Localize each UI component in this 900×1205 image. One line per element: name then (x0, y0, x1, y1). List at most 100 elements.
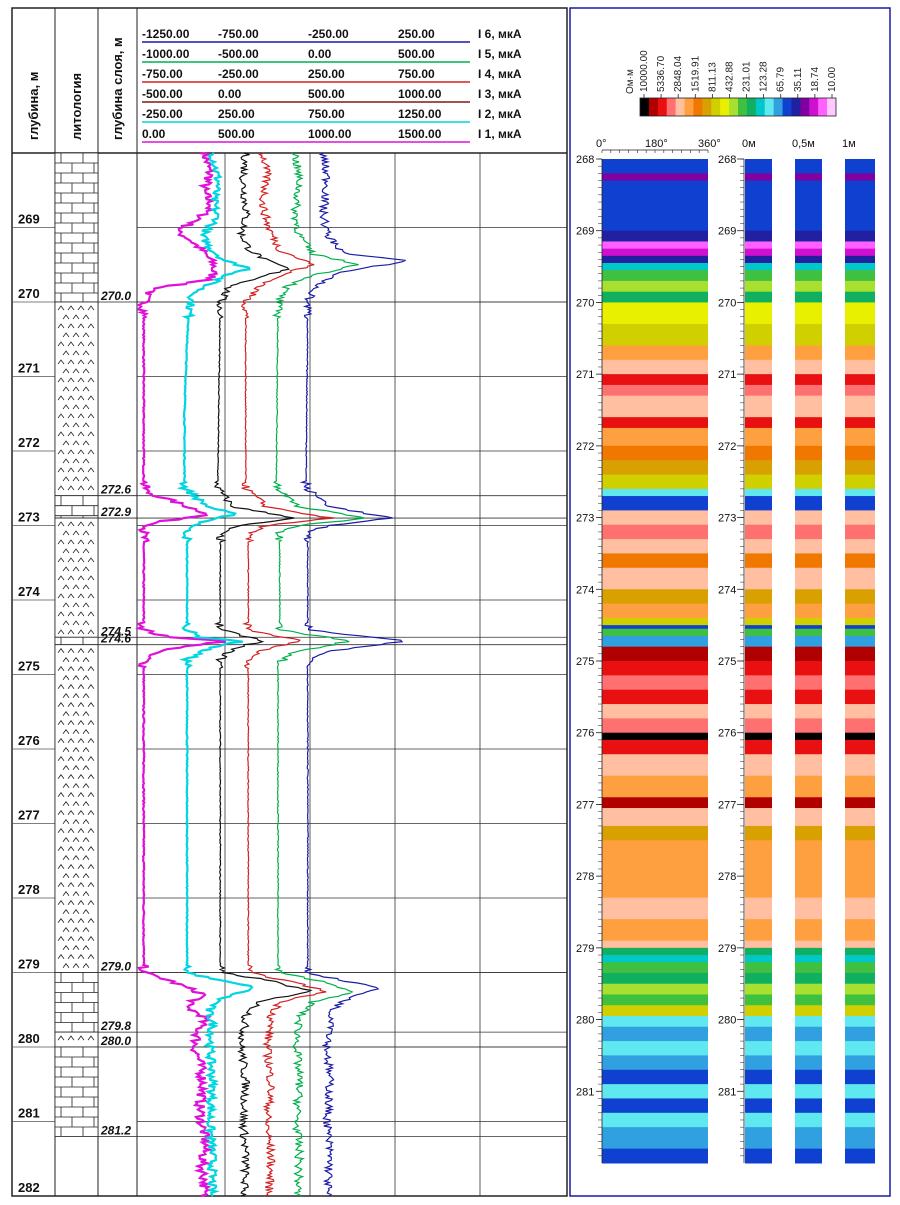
resistivity-image-band (602, 1149, 708, 1164)
resistivity-column-band (745, 629, 772, 637)
resistivity-column-band (845, 661, 875, 676)
depth-tick-label: 272 (18, 435, 40, 450)
resistivity-column-band (795, 636, 822, 647)
resistivity-column-band (845, 1127, 875, 1149)
depth-tick-label: 281 (18, 1106, 40, 1121)
resistivity-column-band (845, 754, 875, 776)
resistivity-column-band (745, 181, 772, 232)
resistivity-column-band (795, 489, 822, 497)
resistivity-column-band (845, 1005, 875, 1016)
resistivity-column-band (845, 263, 875, 271)
image-angle-label: 0° (596, 138, 607, 150)
resistivity-image-band (602, 159, 708, 174)
resistivity-column-band (795, 604, 822, 619)
column-depth-label: 281 (718, 1086, 736, 1098)
resistivity-column-band (745, 446, 772, 461)
header-layer-depth: глубина слоя, м (110, 37, 125, 140)
resistivity-column-band (745, 808, 772, 826)
resistivity-column-band (845, 955, 875, 963)
resistivity-image-band (602, 385, 708, 396)
resistivity-column-band (795, 973, 822, 984)
resistivity-column-band (795, 324, 822, 346)
resistivity-column-band (745, 898, 772, 920)
resistivity-column-band (845, 159, 875, 174)
column-depth-label: 269 (718, 226, 736, 238)
resistivity-image-band (602, 718, 708, 733)
resistivity-image-band (602, 941, 708, 949)
resistivity-column-band (795, 345, 822, 360)
resistivity-image-band (602, 292, 708, 303)
scale-series-name: I 1, мкА (478, 127, 522, 141)
resistivity-column-band (795, 948, 822, 956)
resistivity-column-band (845, 539, 875, 554)
resistivity-column-band (795, 1149, 822, 1164)
resistivity-image-band (602, 1127, 708, 1149)
scale-tick-label: 500.00 (308, 87, 345, 101)
image-depth-label: 276 (576, 728, 594, 740)
resistivity-column-band (795, 754, 822, 776)
resistivity-column-band (745, 776, 772, 798)
resistivity-column-band (845, 428, 875, 446)
resistivity-column-band (845, 292, 875, 303)
resistivity-image-band (602, 539, 708, 554)
lithology-interval-limestone (55, 1047, 98, 1136)
resistivity-column-band (745, 510, 772, 525)
image-depth-label: 275 (576, 656, 594, 668)
resistivity-image-band (602, 797, 708, 808)
resistivity-image-band (602, 525, 708, 540)
resistivity-column-band (795, 1027, 822, 1042)
resistivity-image-band (602, 629, 708, 637)
resistivity-column-band (845, 568, 875, 590)
legend-color-swatch (702, 98, 711, 116)
layer-boundary-label: 270.0 (100, 289, 131, 303)
scale-tick-label: 250.00 (308, 67, 345, 81)
legend-value-label: 10000.00 (639, 50, 650, 92)
resistivity-image-band (602, 1055, 708, 1070)
resistivity-column-band (845, 629, 875, 637)
resistivity-column-band (795, 281, 822, 292)
resistivity-column-band (845, 241, 875, 249)
image-angle-label: 180° (645, 138, 668, 150)
resistivity-column-band (845, 525, 875, 540)
resistivity-column-band (845, 173, 875, 181)
resistivity-column-band (745, 1027, 772, 1042)
scale-tick-label: -1000.00 (142, 47, 190, 61)
resistivity-column-band (845, 948, 875, 956)
column-depth-label: 274 (718, 584, 736, 596)
column-depth-label: 268 (718, 154, 736, 166)
resistivity-image-band (602, 973, 708, 984)
well-log-svg: глубина, м литология глубина слоя, м -12… (0, 0, 900, 1200)
resistivity-column-band (745, 704, 772, 719)
resistivity-image-band (602, 345, 708, 360)
resistivity-column-band (795, 733, 822, 741)
resistivity-image-band (602, 948, 708, 956)
legend-color-swatch (800, 98, 809, 116)
scale-tick-label: -250.00 (142, 107, 183, 121)
resistivity-column-band (745, 675, 772, 690)
resistivity-column-band (795, 374, 822, 385)
resistivity-column-band (845, 984, 875, 995)
resistivity-column-band (745, 625, 772, 629)
legend-color-swatch (667, 98, 676, 116)
resistivity-column-band (845, 1084, 875, 1099)
legend-value-label: 811.13 (707, 62, 718, 92)
resistivity-column-band (745, 1113, 772, 1128)
legend-value-label: 18.74 (810, 67, 821, 92)
layer-boundary-label: 279.8 (100, 1019, 131, 1033)
resistivity-column-band (745, 984, 772, 995)
resistivity-image-band (602, 241, 708, 249)
lithology-interval-limestone (55, 637, 98, 644)
scale-tick-label: 500.00 (218, 127, 255, 141)
depth-tick-label: 274 (18, 584, 40, 599)
column-scale-label: 1м (842, 138, 856, 150)
resistivity-column-band (745, 263, 772, 271)
image-depth-label: 278 (576, 871, 594, 883)
legend-value-label: 432.88 (724, 61, 735, 92)
resistivity-column-band (745, 159, 772, 174)
legend-color-swatch (693, 98, 702, 116)
resistivity-column-band (795, 159, 822, 174)
resistivity-column-band (845, 1016, 875, 1027)
resistivity-column-band (795, 1113, 822, 1128)
resistivity-image-band (602, 647, 708, 662)
resistivity-column-band (795, 173, 822, 181)
